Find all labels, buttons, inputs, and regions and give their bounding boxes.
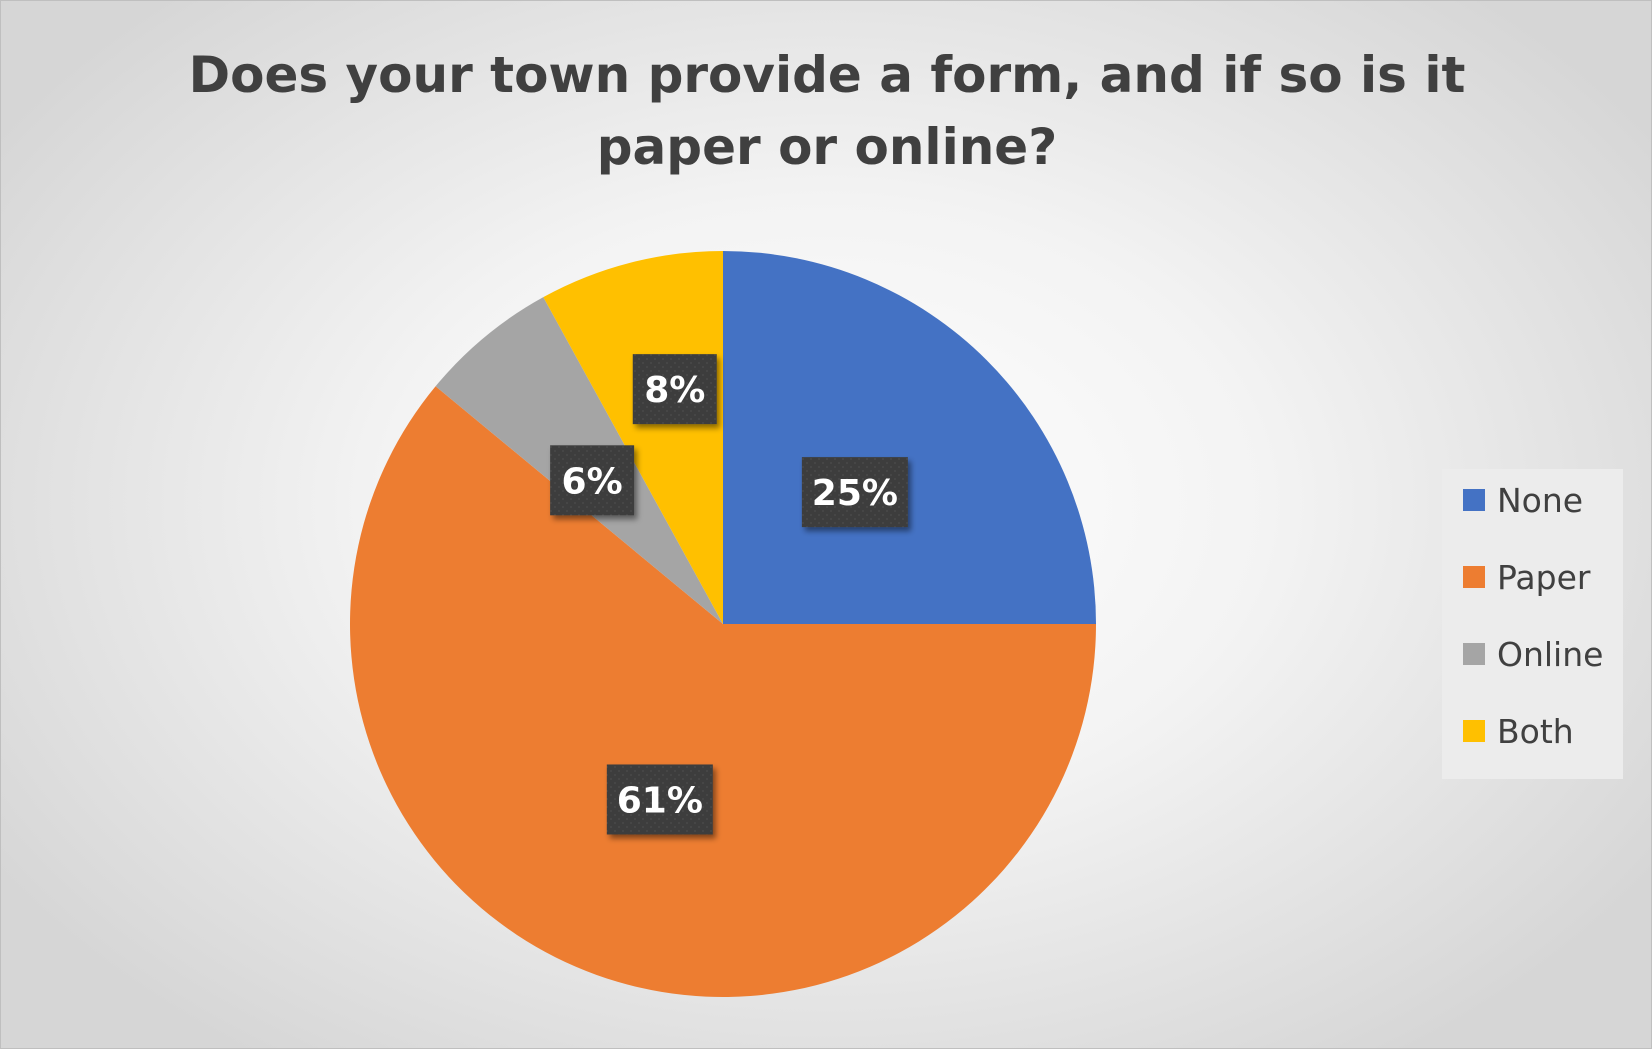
data-label-box [606,764,713,835]
legend-label: Online [1497,634,1604,674]
data-label-text: 61% [617,780,703,821]
legend-swatch [1463,720,1485,742]
pie-slice-paper [350,386,1096,997]
legend: None Paper Online Both [1442,469,1623,779]
data-label-text: 25% [812,473,898,514]
data-label-both: 8% [632,354,717,425]
pie-slice-none [723,251,1096,624]
pie-slices [350,251,1096,997]
legend-swatch [1463,489,1485,511]
pie-slice-both [543,251,723,624]
legend-item-paper: Paper [1463,557,1590,597]
chart-title-line-2: paper or online? [596,118,1058,176]
legend-label: Both [1497,711,1574,751]
data-label-none: 25% [801,457,908,528]
data-label-box [550,445,635,516]
data-label-text: 6% [562,461,623,502]
legend-swatch [1463,643,1485,665]
chart-title: Does your town provide a form, and if so… [1,39,1651,183]
legend-item-both: Both [1463,711,1574,751]
legend-swatch [1463,566,1485,588]
data-labels: 25% 61% 6% 8% [550,354,908,835]
legend-label: Paper [1497,557,1591,597]
data-label-paper: 61% [606,764,713,835]
data-label-online: 6% [550,445,635,516]
legend-label: None [1497,480,1584,520]
data-label-box [801,457,908,528]
data-label-box [632,354,717,425]
legend-item-online: Online [1463,634,1603,674]
data-label-text: 8% [644,370,705,411]
chart-title-line-1: Does your town provide a form, and if so… [188,46,1466,104]
legend-item-none: None [1463,480,1583,520]
